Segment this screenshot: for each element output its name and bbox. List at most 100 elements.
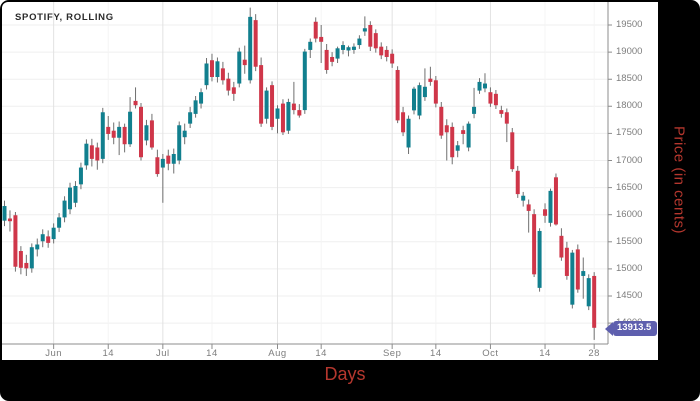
candle-up (62, 200, 67, 218)
candle-down (532, 214, 537, 275)
candle-up (117, 126, 122, 138)
candle-up (472, 106, 477, 114)
candle-up (537, 230, 542, 288)
candle-up (29, 247, 34, 269)
x-tick-label: 14 (315, 348, 327, 359)
candle-up (182, 130, 187, 138)
candle-up (57, 217, 62, 228)
candle-down (373, 33, 378, 49)
candle-down (291, 103, 296, 111)
candle-up (68, 187, 73, 210)
candle-down (368, 25, 373, 47)
candle-down (166, 155, 171, 164)
candle-up (193, 100, 198, 114)
candle-down (559, 235, 564, 258)
candle-down (270, 85, 275, 127)
candle-up (100, 112, 105, 159)
y-tick-label: 16000 (616, 208, 643, 220)
candle-up (199, 92, 204, 104)
candle-down (24, 262, 29, 269)
candle-up (335, 48, 340, 59)
candle-up (275, 108, 280, 119)
candle-down (592, 275, 597, 328)
candle-up (455, 145, 460, 151)
candle-up (521, 195, 526, 201)
candle-down (122, 126, 127, 145)
candle-down (330, 56, 335, 62)
candle-up (308, 41, 313, 50)
last-price-value: 13913.5 (613, 321, 658, 336)
candle-up (2, 206, 7, 221)
candle-up (144, 125, 149, 141)
candle-up (215, 61, 220, 78)
candle-up (160, 158, 165, 168)
candle-up (264, 90, 269, 119)
candle-down (149, 120, 154, 148)
x-tick-label: Oct (482, 348, 499, 359)
candlestick-plot (2, 2, 612, 349)
candle-down (543, 209, 548, 216)
candle-up (84, 143, 89, 166)
y-axis-title: Price (in cents) (670, 125, 688, 235)
candle-down (259, 65, 264, 124)
candle-up (351, 46, 356, 50)
y-tick-label: 18000 (616, 100, 643, 112)
chart-title: SPOTIFY, ROLLING (15, 12, 114, 23)
chart-panel: SPOTIFY, ROLLING 19500 19000 18500 18000 175… (2, 2, 658, 360)
candle-down (220, 68, 225, 81)
y-tick-label: 19500 (616, 19, 643, 30)
candle-down (46, 236, 51, 243)
candle-down (433, 80, 438, 104)
candle-down (401, 112, 406, 133)
candle-down (319, 36, 324, 42)
candle-down (450, 126, 455, 158)
candle-up (422, 86, 427, 98)
candle-up (128, 111, 133, 145)
x-tick-label: 14 (539, 348, 551, 359)
y-tick-label: 16500 (616, 181, 643, 193)
candle-down (297, 110, 302, 116)
candle-up (51, 227, 56, 240)
x-tick-label: Jul (156, 348, 170, 359)
candle-down (499, 110, 504, 114)
candle-down (526, 204, 531, 211)
candle-up (466, 123, 471, 148)
candle-up (581, 271, 586, 276)
y-tick-label: 18500 (616, 73, 643, 85)
candle-up (412, 88, 416, 111)
candle-down (515, 170, 520, 195)
candle-down (379, 46, 384, 56)
candle-down (231, 87, 236, 94)
candle-down (7, 218, 12, 222)
last-price-badge: 13913.5 (605, 321, 658, 336)
x-tick-label: 28 (588, 348, 600, 359)
candle-down (111, 130, 116, 138)
candle-down (313, 21, 318, 39)
x-tick-label: 14 (102, 348, 115, 359)
candle-up (188, 112, 193, 124)
candle-up (248, 16, 253, 81)
candle-up (362, 28, 367, 32)
y-tick-label: 17000 (616, 154, 643, 166)
candle-down (242, 59, 247, 66)
y-tick-label: 17500 (616, 127, 643, 139)
x-tick-label: Sep (382, 348, 402, 359)
x-tick-label: Aug (268, 348, 287, 359)
y-tick-label: 15000 (616, 262, 643, 274)
candle-up (40, 234, 45, 242)
candle-up (570, 252, 575, 305)
y-tick-label: 14500 (616, 290, 643, 301)
candle-down (564, 247, 569, 276)
candle-up (346, 47, 351, 51)
x-axis-title: Days (324, 364, 366, 384)
candle-down (139, 106, 143, 158)
candle-down (209, 60, 214, 78)
candle-up (341, 45, 346, 50)
candle-up (35, 244, 40, 250)
candle-up (286, 101, 291, 131)
candle-down (493, 93, 498, 106)
candle-up (177, 125, 182, 161)
candle-up (73, 185, 78, 203)
candle-down (226, 78, 231, 91)
